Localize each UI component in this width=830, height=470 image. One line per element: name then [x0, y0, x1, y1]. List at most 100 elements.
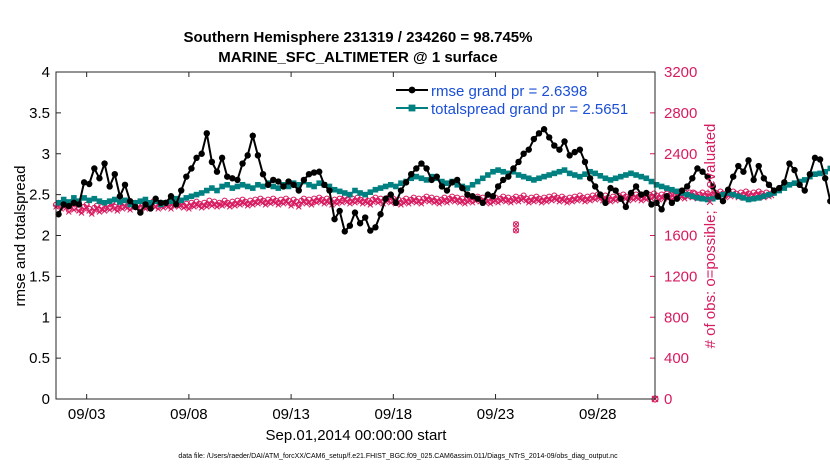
rmse-point — [392, 199, 400, 206]
obs-evaluated-stroke — [288, 203, 294, 209]
totalspread-point — [295, 182, 302, 188]
x-tick-label: 09/18 — [375, 406, 413, 423]
rmse-point — [735, 162, 742, 170]
totalspread-point — [786, 182, 793, 188]
rmse-point — [597, 191, 604, 198]
obs-evaluated-stroke — [86, 208, 93, 214]
rmse-point — [622, 203, 630, 211]
rmse-point — [193, 154, 200, 162]
rmse-point — [418, 160, 425, 167]
rmse-point — [367, 227, 374, 234]
rmse-point — [791, 166, 798, 174]
obs-evaluated-stroke — [106, 207, 113, 213]
totalspread-point — [413, 173, 420, 180]
y-right-tick-label: 1200 — [664, 268, 697, 285]
rmse-point — [116, 193, 124, 200]
rmse-point — [183, 173, 190, 180]
x-tick-label: 09/08 — [170, 406, 208, 423]
obs-evaluated-stroke — [101, 208, 108, 214]
y-right-tick-label: 400 — [664, 350, 689, 367]
rmse-point — [658, 206, 665, 213]
rmse-point — [423, 165, 430, 172]
rmse-point — [627, 189, 635, 197]
obs-evaluated-stroke — [449, 195, 455, 202]
rmse-point — [556, 146, 563, 153]
rmse-point — [806, 170, 814, 178]
rmse-point — [770, 187, 778, 194]
totalspread-point — [408, 175, 415, 182]
obs-evaluated-stroke — [183, 203, 190, 209]
left-axis-ticks: 0 0.5 1 1.5 2 2.5 3 3.5 4 — [29, 64, 61, 408]
totalspread-point — [244, 183, 251, 190]
rmse-point — [724, 186, 732, 193]
rmse-point — [285, 178, 292, 185]
totalspread-point — [633, 172, 639, 178]
obs-outlier-point — [513, 221, 519, 228]
totalspread-point — [658, 183, 665, 190]
rmse-point — [535, 130, 543, 137]
totalspread-point — [306, 182, 312, 188]
totalspread-point — [709, 195, 716, 202]
totalspread-point — [571, 172, 578, 178]
rmse-point — [765, 181, 773, 189]
rmse-point — [729, 173, 737, 180]
obs-evaluated-stroke — [203, 204, 210, 210]
rmse-point — [632, 183, 640, 190]
y-right-tick-label: 2400 — [664, 146, 697, 163]
right-axis-ticks: 0400800120016002000240028003200 — [650, 64, 697, 408]
rmse-point — [438, 183, 446, 190]
obs-evaluated-stroke — [94, 205, 100, 211]
rmse-point — [101, 160, 108, 167]
totalspread-point — [617, 173, 624, 180]
totalspread-point — [142, 196, 149, 203]
totalspread-point — [648, 178, 655, 185]
rmse-point — [351, 209, 359, 216]
totalspread-point — [65, 199, 72, 205]
rmse-point — [428, 176, 435, 184]
rmse-point — [126, 197, 134, 205]
obs-evaluated-point — [339, 199, 346, 206]
totalspread-point — [525, 175, 532, 182]
y-left-tick-label: 3.5 — [29, 105, 50, 122]
rmse-point — [540, 126, 548, 133]
totalspread-point — [193, 191, 200, 198]
rmse-point — [760, 175, 768, 182]
obs-evaluated-stroke — [492, 196, 499, 203]
obs-evaluated-point — [65, 209, 72, 215]
rmse-point — [694, 165, 701, 172]
totalspread-point — [352, 187, 358, 194]
rmse-point — [740, 168, 747, 175]
rmse-point — [551, 142, 558, 149]
totalspread-point — [531, 177, 537, 183]
rmse-point — [234, 176, 241, 184]
y-right-tick-label: 0 — [664, 391, 672, 408]
rmse-point — [356, 220, 364, 227]
left-axis-label: rmse and totalspread — [12, 166, 29, 307]
rmse-point — [213, 168, 221, 175]
totalspread-point — [704, 196, 711, 203]
obs-evaluated-stroke — [341, 195, 348, 202]
x-tick-label: 09/28 — [579, 406, 617, 423]
rmse-point — [341, 228, 348, 235]
obs-evaluated-point — [186, 206, 192, 212]
rmse-point — [714, 193, 722, 200]
rmse-point — [786, 160, 793, 167]
rmse-point — [218, 154, 226, 162]
totalspread-point — [566, 170, 573, 177]
totalspread-point — [556, 168, 563, 175]
totalspread-point — [178, 197, 185, 204]
totalspread-point — [796, 178, 803, 185]
totalspread-point — [689, 193, 696, 200]
x-axis-label: Sep.01,2014 00:00:00 start — [266, 427, 448, 444]
x-axis-ticks: 09/03 09/08 09/13 09/18 09/23 09/28 — [68, 72, 617, 423]
rmse-point — [489, 193, 497, 200]
totalspread-point — [766, 191, 772, 198]
rmse-point — [142, 201, 149, 208]
totalspread-point — [755, 195, 762, 201]
totalspread-point — [541, 173, 547, 180]
totalspread-point — [577, 173, 583, 180]
totalspread-point — [224, 182, 231, 188]
legend-spread-label: totalspread grand pr = 2.5651 — [431, 101, 628, 118]
titles: Southern Hemisphere 231319 / 234260 = 98… — [184, 29, 533, 66]
